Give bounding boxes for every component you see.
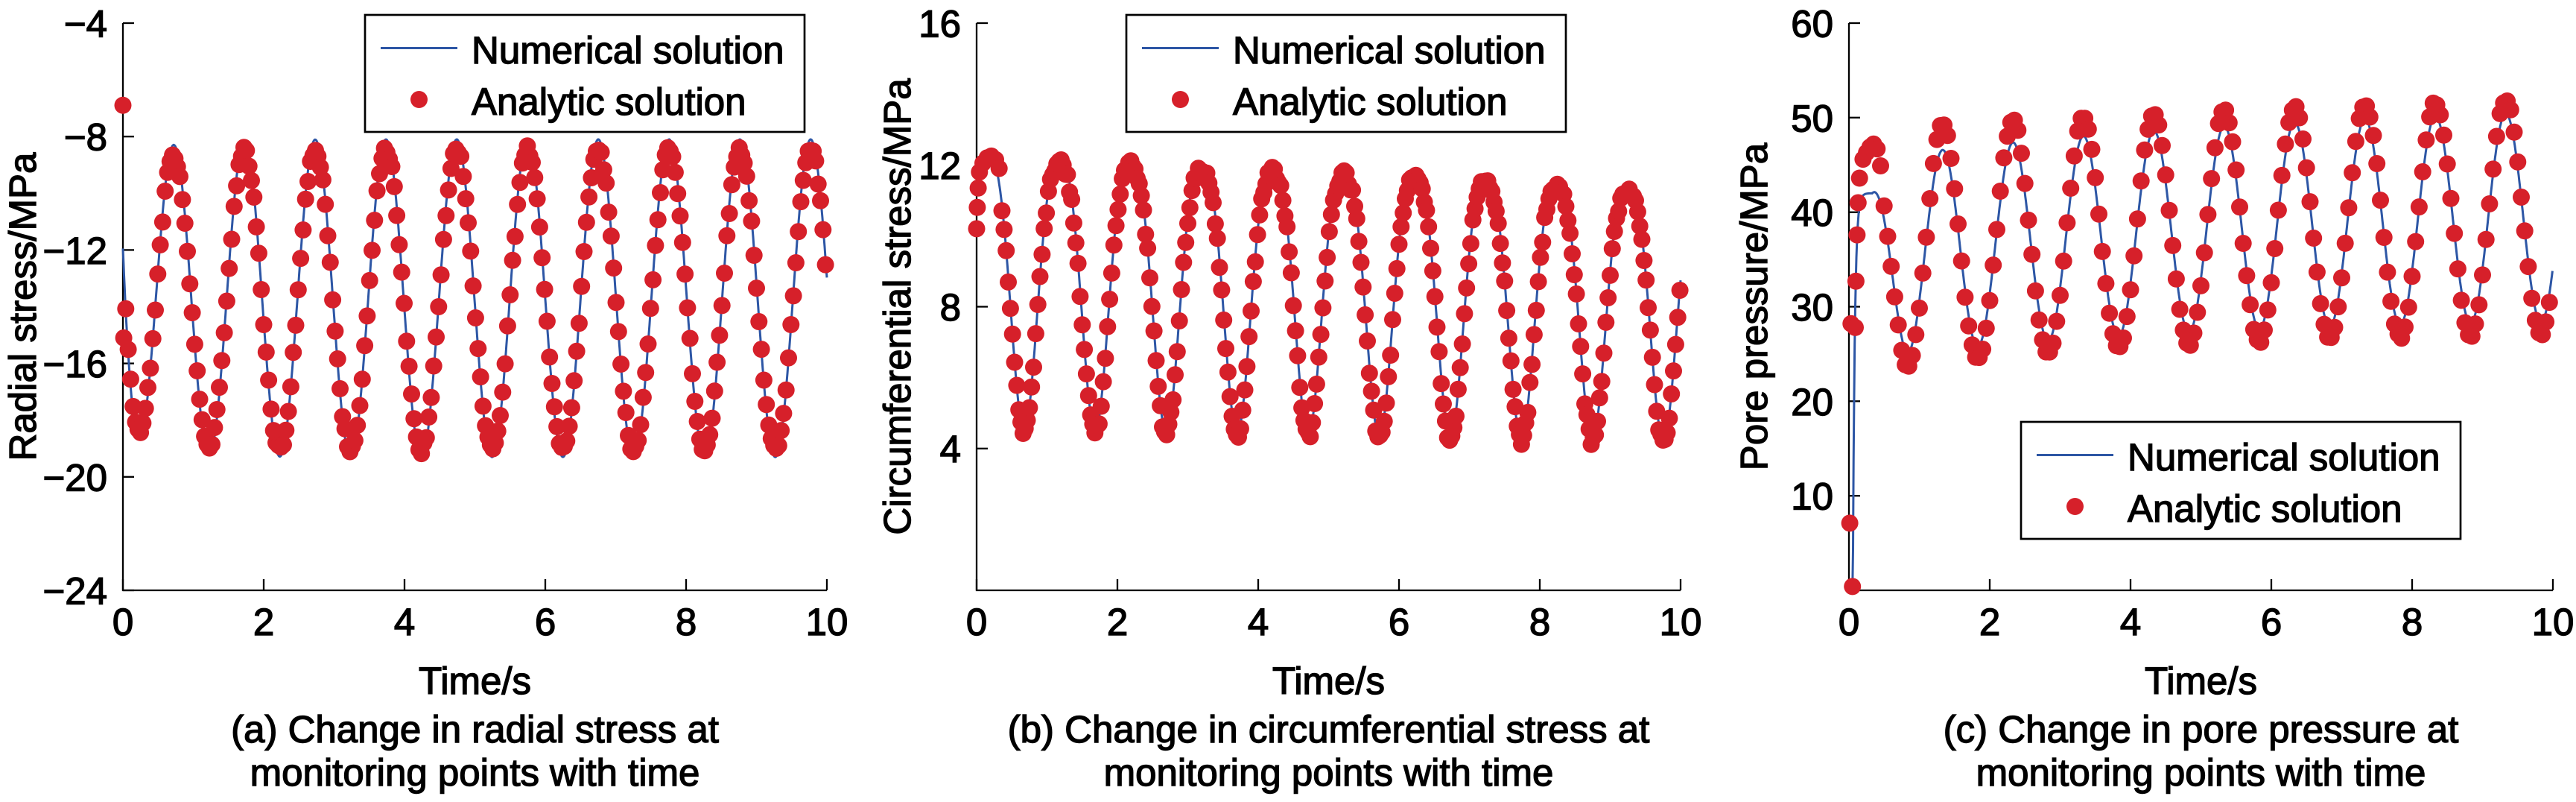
svg-text:16: 16 — [919, 3, 961, 45]
svg-text:−12: −12 — [42, 230, 107, 272]
svg-text:0: 0 — [112, 601, 133, 643]
svg-text:0: 0 — [966, 601, 987, 643]
svg-text:Pore pressure/MPa: Pore pressure/MPa — [1733, 142, 1775, 470]
svg-text:Analytic solution: Analytic solution — [1233, 80, 1508, 123]
svg-text:6: 6 — [1389, 601, 1409, 643]
svg-text:8: 8 — [940, 286, 961, 329]
svg-text:monitoring points with time: monitoring points with time — [1976, 751, 2426, 794]
svg-text:0: 0 — [1839, 601, 1859, 643]
svg-text:Time/s: Time/s — [1272, 660, 1385, 702]
svg-text:−24: −24 — [42, 570, 107, 613]
svg-text:monitoring points with time: monitoring points with time — [250, 751, 700, 794]
svg-text:60: 60 — [1791, 3, 1833, 45]
svg-text:Radial stress/MPa: Radial stress/MPa — [1, 152, 44, 461]
svg-text:Time/s: Time/s — [2145, 660, 2257, 702]
svg-text:2: 2 — [1979, 601, 2000, 643]
svg-text:10: 10 — [2532, 601, 2575, 643]
svg-text:Numerical solution: Numerical solution — [2128, 436, 2440, 479]
svg-text:40: 40 — [1791, 192, 1833, 234]
svg-text:Numerical solution: Numerical solution — [1233, 29, 1546, 72]
svg-text:8: 8 — [676, 601, 697, 643]
svg-text:Time/s: Time/s — [419, 660, 531, 702]
svg-text:Analytic solution: Analytic solution — [472, 80, 746, 123]
svg-text:20: 20 — [1791, 381, 1833, 423]
svg-text:50: 50 — [1791, 97, 1833, 139]
svg-text:(a) Change in radial stress at: (a) Change in radial stress at — [231, 708, 719, 751]
svg-text:(c) Change in pore pressure at: (c) Change in pore pressure at — [1944, 708, 2459, 751]
svg-text:12: 12 — [919, 145, 961, 187]
svg-text:10: 10 — [806, 601, 848, 643]
svg-text:(b) Change in circumferential: (b) Change in circumferential stress at — [1008, 708, 1650, 751]
svg-text:Circumferential stress/MPa: Circumferential stress/MPa — [876, 78, 919, 535]
svg-text:−4: −4 — [64, 3, 107, 45]
svg-text:Numerical solution: Numerical solution — [472, 29, 784, 72]
svg-text:30: 30 — [1791, 286, 1833, 329]
svg-text:6: 6 — [2261, 601, 2282, 643]
svg-text:monitoring points with time: monitoring points with time — [1104, 751, 1554, 794]
svg-text:10: 10 — [1791, 476, 1833, 518]
svg-text:6: 6 — [535, 601, 556, 643]
svg-text:−20: −20 — [42, 456, 107, 499]
svg-text:4: 4 — [1248, 601, 1269, 643]
svg-text:4: 4 — [940, 428, 961, 470]
svg-text:4: 4 — [394, 601, 415, 643]
svg-text:−8: −8 — [64, 116, 107, 159]
svg-text:−16: −16 — [42, 343, 107, 385]
svg-text:4: 4 — [2120, 601, 2141, 643]
svg-text:10: 10 — [1660, 601, 1702, 643]
svg-text:2: 2 — [1107, 601, 1128, 643]
svg-text:2: 2 — [253, 601, 274, 643]
svg-text:8: 8 — [2402, 601, 2423, 643]
svg-text:8: 8 — [1529, 601, 1550, 643]
svg-text:Analytic solution: Analytic solution — [2128, 487, 2402, 530]
